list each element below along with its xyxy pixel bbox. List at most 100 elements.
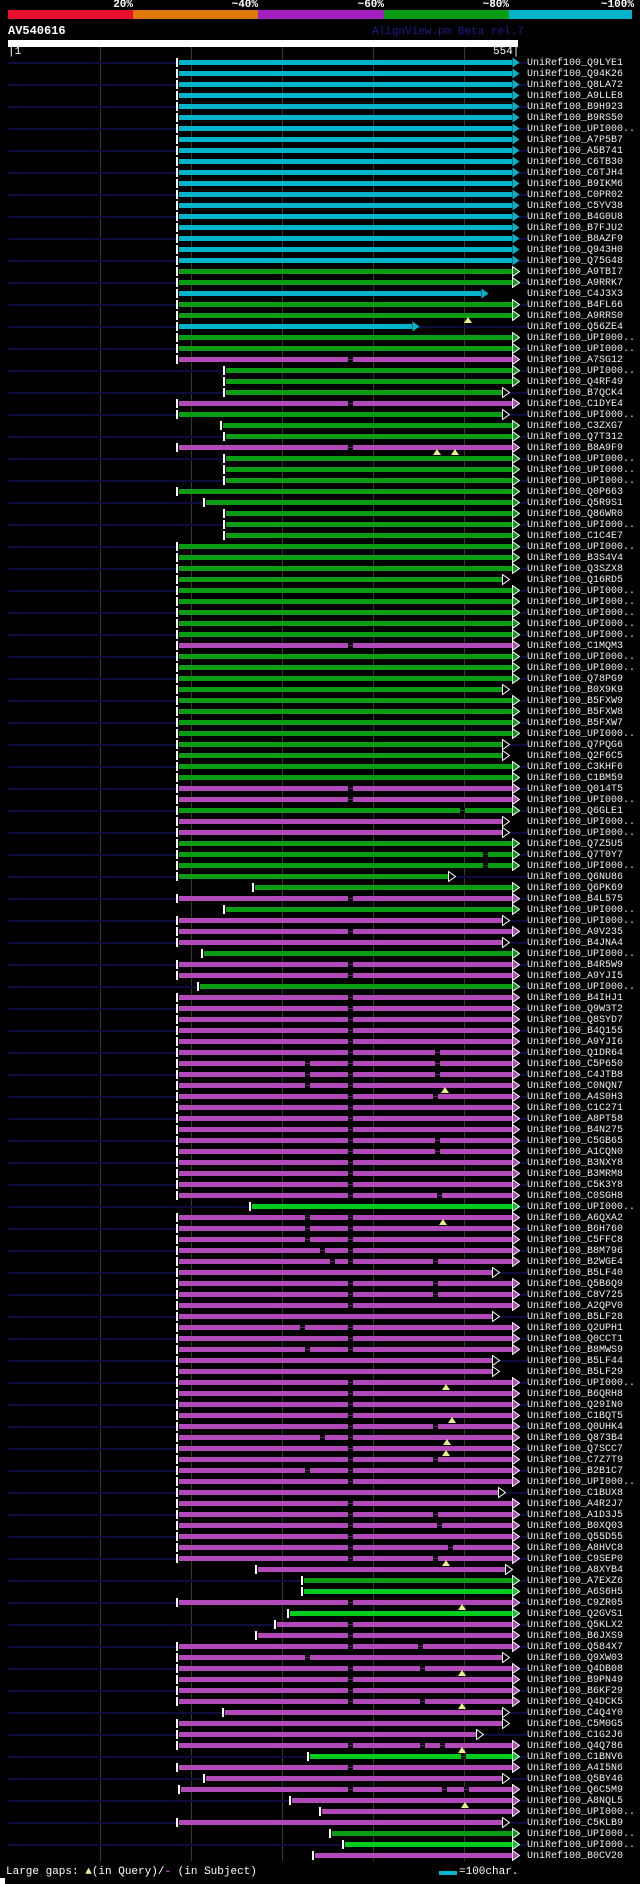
hit-label[interactable]: UniRef100_B5LF40: [527, 1268, 624, 1279]
alignment-bar[interactable]: [179, 445, 512, 450]
alignment-bar[interactable]: [258, 1567, 505, 1572]
hit-label[interactable]: UniRef100_A4S0H3: [527, 1092, 624, 1103]
hit-label[interactable]: UniRef100_UPI000..: [527, 465, 636, 476]
hit-label[interactable]: UniRef100_UPI000..: [527, 1840, 636, 1851]
hit-label[interactable]: UniRef100_C1G2J6: [527, 1730, 624, 1741]
hit-label[interactable]: UniRef100_B0X9K9: [527, 685, 624, 696]
hit-label[interactable]: UniRef100_Q7T312: [527, 432, 624, 443]
hit-label[interactable]: UniRef100_B4Q155: [527, 1026, 624, 1037]
hit-label[interactable]: UniRef100_C4Q4Y0: [527, 1708, 624, 1719]
hit-label[interactable]: UniRef100_A9RRS0: [527, 311, 624, 322]
alignment-bar[interactable]: [179, 610, 512, 615]
hit-label[interactable]: UniRef100_B3S4V4: [527, 553, 624, 564]
alignment-bar[interactable]: [179, 577, 502, 582]
hit-label[interactable]: UniRef100_A1D3J5: [527, 1510, 624, 1521]
alignment-bar[interactable]: [179, 1402, 512, 1407]
hit-label[interactable]: UniRef100_UPI000..: [527, 124, 636, 135]
alignment-bar[interactable]: [179, 412, 502, 417]
hit-label[interactable]: UniRef100_C3ZXG7: [527, 421, 624, 432]
hit-label[interactable]: UniRef100_Q4DCK5: [527, 1697, 624, 1708]
alignment-bar[interactable]: [179, 1765, 512, 1770]
alignment-bar[interactable]: [179, 863, 512, 868]
alignment-bar[interactable]: [226, 533, 512, 538]
alignment-bar[interactable]: [223, 423, 512, 428]
hit-label[interactable]: UniRef100_C9ZR05: [527, 1598, 624, 1609]
hit-label[interactable]: UniRef100_Q5R9S1: [527, 498, 624, 509]
alignment-bar[interactable]: [179, 1149, 512, 1154]
alignment-bar[interactable]: [179, 632, 512, 637]
hit-label[interactable]: UniRef100_UPI000..: [527, 597, 636, 608]
alignment-bar[interactable]: [345, 1842, 512, 1847]
hit-label[interactable]: UniRef100_A8XYB4: [527, 1565, 624, 1576]
hit-label[interactable]: UniRef100_UPI000..: [527, 652, 636, 663]
alignment-bar[interactable]: [179, 82, 512, 87]
alignment-bar[interactable]: [179, 1347, 512, 1352]
alignment-bar[interactable]: [179, 588, 512, 593]
hit-label[interactable]: UniRef100_C1BUX8: [527, 1488, 624, 1499]
hit-label[interactable]: UniRef100_B7QCK4: [527, 388, 624, 399]
hit-label[interactable]: UniRef100_UPI000..: [527, 520, 636, 531]
alignment-bar[interactable]: [292, 1798, 512, 1803]
alignment-bar[interactable]: [179, 665, 512, 670]
alignment-bar[interactable]: [179, 126, 512, 131]
hit-label[interactable]: UniRef100_C1BM59: [527, 773, 624, 784]
hit-label[interactable]: UniRef100_B8MWS9: [527, 1345, 624, 1356]
hit-label[interactable]: UniRef100_Q8LA72: [527, 80, 624, 91]
alignment-bar[interactable]: [179, 1138, 512, 1143]
hit-label[interactable]: UniRef100_UPI000..: [527, 905, 636, 916]
hit-label[interactable]: UniRef100_C9SEP0: [527, 1554, 624, 1565]
hit-label[interactable]: UniRef100_Q6PK69: [527, 883, 624, 894]
hit-label[interactable]: UniRef100_A5B741: [527, 146, 624, 157]
hit-label[interactable]: UniRef100_B9RS50: [527, 113, 624, 124]
hit-label[interactable]: UniRef100_C5YV38: [527, 201, 624, 212]
hit-label[interactable]: UniRef100_B5LF44: [527, 1356, 624, 1367]
hit-label[interactable]: UniRef100_B6KF29: [527, 1686, 624, 1697]
alignment-bar[interactable]: [226, 390, 502, 395]
hit-label[interactable]: UniRef100_B2WGE4: [527, 1257, 624, 1268]
hit-label[interactable]: UniRef100_Q0P663: [527, 487, 624, 498]
hit-label[interactable]: UniRef100_UPI000..: [527, 608, 636, 619]
alignment-bar[interactable]: [179, 918, 502, 923]
alignment-bar[interactable]: [179, 280, 512, 285]
alignment-bar[interactable]: [179, 709, 512, 714]
hit-label[interactable]: UniRef100_Q014T5: [527, 784, 624, 795]
alignment-bar[interactable]: [179, 1600, 512, 1605]
hit-label[interactable]: UniRef100_UPI000..: [527, 1378, 636, 1389]
alignment-bar[interactable]: [179, 214, 512, 219]
hit-label[interactable]: UniRef100_Q9LYE1: [527, 58, 624, 69]
hit-label[interactable]: UniRef100_A1CQN0: [527, 1147, 624, 1158]
alignment-bar[interactable]: [179, 1699, 512, 1704]
hit-label[interactable]: UniRef100_Q56ZE4: [527, 322, 624, 333]
alignment-bar[interactable]: [179, 401, 512, 406]
hit-label[interactable]: UniRef100_C5K3Y8: [527, 1180, 624, 1191]
hit-label[interactable]: UniRef100_UPI000..: [527, 344, 636, 355]
alignment-bar[interactable]: [332, 1831, 512, 1836]
alignment-bar[interactable]: [179, 1358, 492, 1363]
hit-label[interactable]: UniRef100_B0CV20: [527, 1851, 624, 1862]
alignment-bar[interactable]: [206, 500, 512, 505]
alignment-bar[interactable]: [179, 93, 512, 98]
hit-label[interactable]: UniRef100_B8M796: [527, 1246, 624, 1257]
hit-label[interactable]: UniRef100_UPI000..: [527, 828, 636, 839]
hit-label[interactable]: UniRef100_C6TJH4: [527, 168, 624, 179]
hit-label[interactable]: UniRef100_A6S6H5: [527, 1587, 624, 1598]
hit-label[interactable]: UniRef100_A7P5B7: [527, 135, 624, 146]
hit-label[interactable]: UniRef100_A6QXA2: [527, 1213, 624, 1224]
alignment-bar[interactable]: [179, 181, 512, 186]
alignment-bar[interactable]: [179, 269, 512, 274]
hit-label[interactable]: UniRef100_B5FXW7: [527, 718, 624, 729]
hit-label[interactable]: UniRef100_Q16RD5: [527, 575, 624, 586]
alignment-bar[interactable]: [179, 1677, 512, 1682]
alignment-bar[interactable]: [179, 159, 512, 164]
alignment-bar[interactable]: [179, 247, 512, 252]
hit-label[interactable]: UniRef100_UPI000..: [527, 542, 636, 553]
alignment-bar[interactable]: [179, 995, 512, 1000]
hit-label[interactable]: UniRef100_B8A9F9: [527, 443, 624, 454]
alignment-bar[interactable]: [179, 764, 512, 769]
hit-label[interactable]: UniRef100_Q86WR0: [527, 509, 624, 520]
alignment-bar[interactable]: [226, 467, 512, 472]
alignment-bar[interactable]: [179, 1435, 512, 1440]
hit-label[interactable]: UniRef100_B5FXW9: [527, 696, 624, 707]
hit-label[interactable]: UniRef100_C0NQN7: [527, 1081, 624, 1092]
alignment-bar[interactable]: [179, 1182, 512, 1187]
